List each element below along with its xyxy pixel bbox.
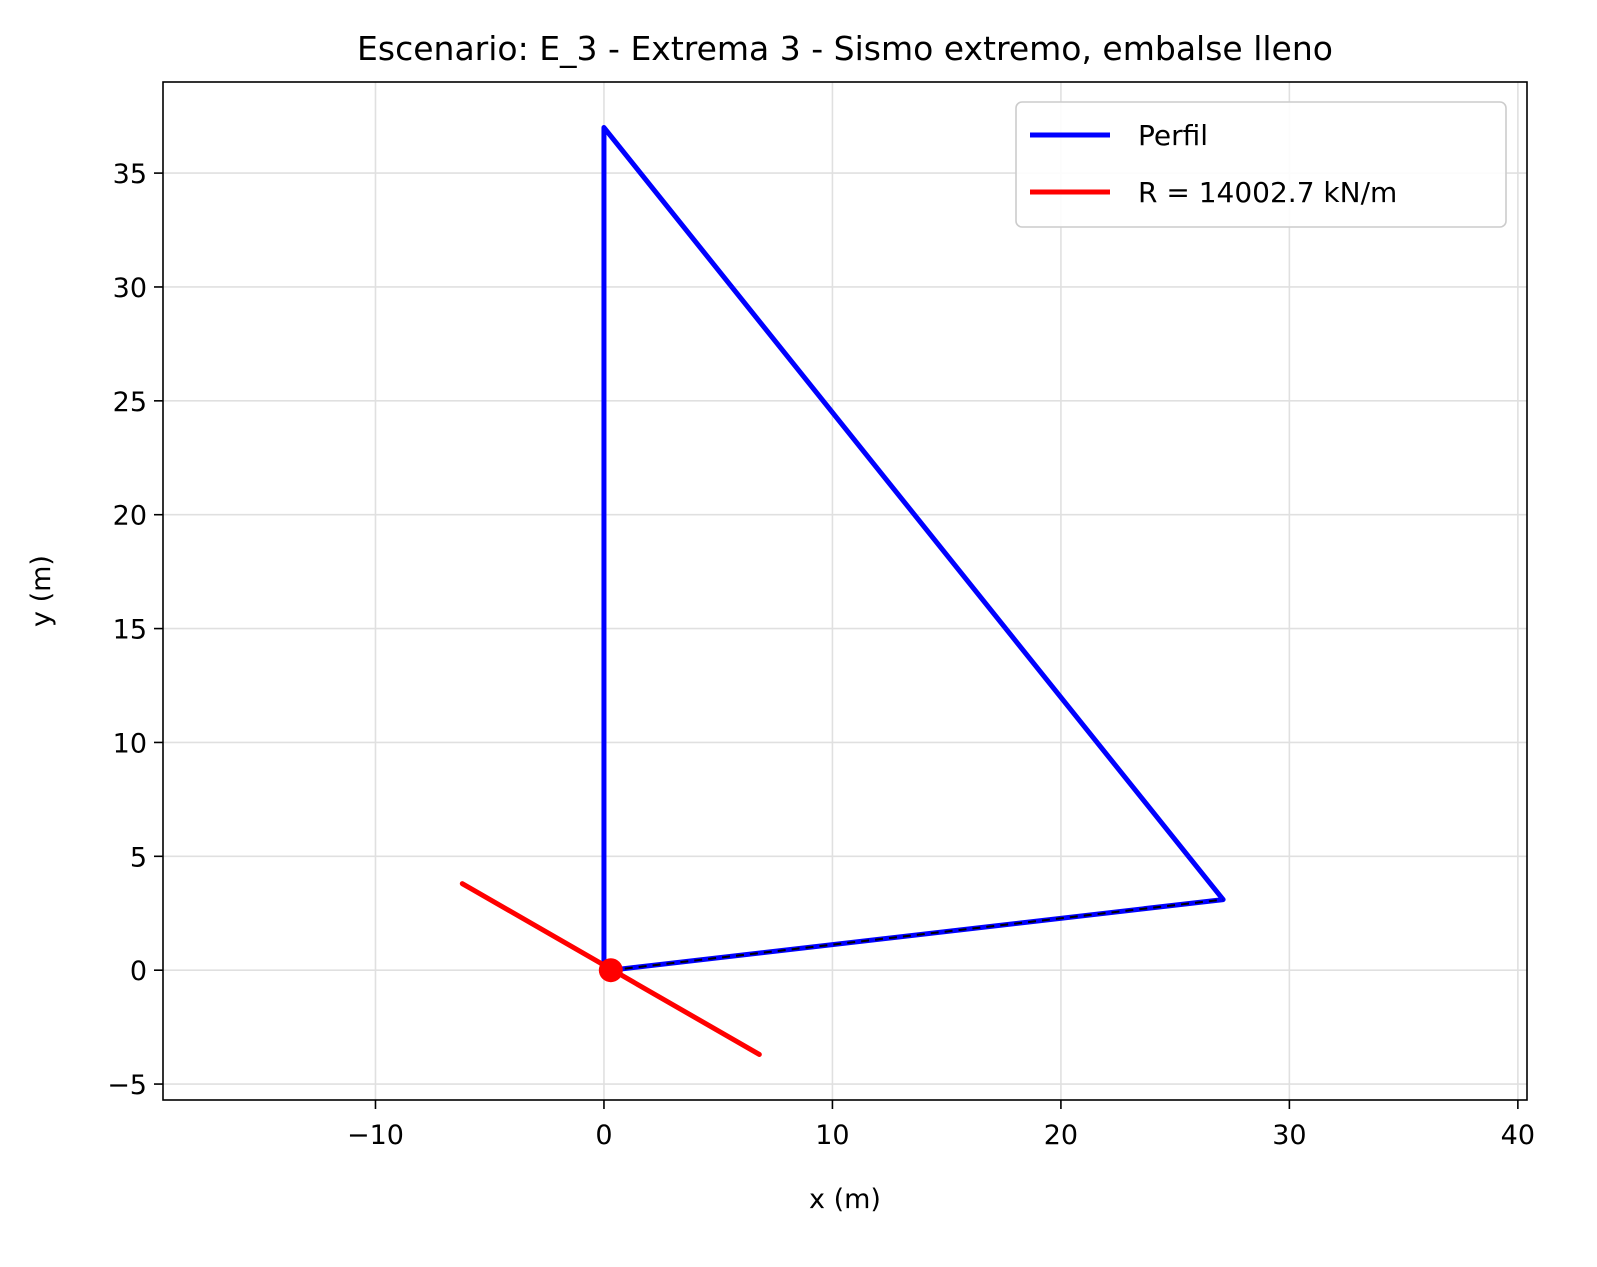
legend: Perfil R = 14002.7 kN/m (1015, 101, 1507, 228)
y-tick-label: 10 (113, 728, 147, 759)
plot-area (459, 125, 1226, 1057)
series-line-perfil (601, 125, 1226, 973)
y-tick-label: 25 (113, 387, 147, 418)
grid-lines (163, 82, 1527, 1100)
x-tick-label: −10 (347, 1120, 404, 1151)
legend-entry: Perfil (1138, 119, 1208, 152)
x-tick-label: 10 (815, 1120, 849, 1151)
x-tick-label: 40 (1501, 1120, 1535, 1151)
x-axis-label: x (m) (809, 1184, 881, 1215)
y-tick-label: 15 (113, 615, 147, 646)
y-tick-label: 0 (130, 956, 147, 987)
resultant-point-marker (598, 958, 623, 983)
axes-frame (162, 81, 1528, 1101)
y-axis: −5 0 5 10 15 20 25 30 35 (107, 159, 163, 1101)
legend-entry: R = 14002.7 kN/m (1138, 176, 1397, 209)
x-tick-label: 0 (595, 1120, 612, 1151)
legend-box (1015, 101, 1507, 228)
y-tick-label: 35 (113, 159, 147, 190)
y-tick-label: 30 (113, 273, 147, 304)
y-tick-label: 20 (113, 501, 147, 532)
x-tick-label: 30 (1272, 1120, 1306, 1151)
y-tick-label: 5 (130, 842, 147, 873)
base-dashed-line (610, 898, 1224, 972)
y-tick-label: −5 (107, 1070, 147, 1101)
x-axis: −10 0 10 20 30 40 (347, 1100, 1535, 1151)
y-axis-label: y (m) (26, 555, 57, 627)
x-tick-label: 20 (1044, 1120, 1078, 1151)
chart-title: Escenario: E_3 - Extrema 3 - Sismo extre… (357, 29, 1333, 68)
